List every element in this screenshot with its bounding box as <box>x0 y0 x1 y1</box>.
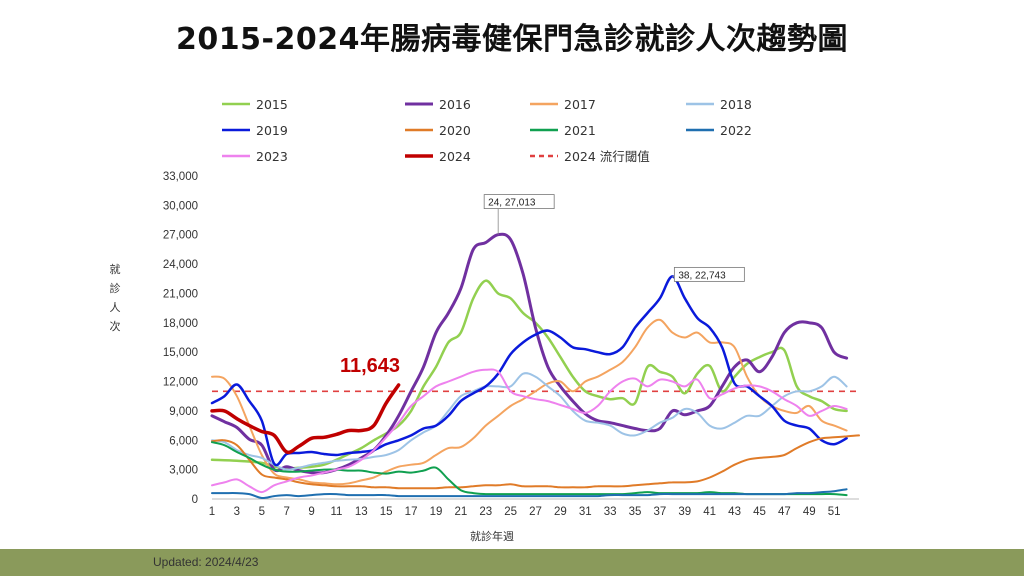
callout-box <box>673 266 745 282</box>
y-tick-label: 33,000 <box>163 171 198 183</box>
x-axis: 1 3 5 7 9 11 13 15 17 19 21 23 25 27 29 31 33 35 37 39 41 43 4… <box>209 498 859 518</box>
y-tick-label: 21,000 <box>163 288 198 300</box>
y-axis-label: 就診人次 <box>110 262 121 333</box>
x-tick-label: 13 <box>355 506 368 518</box>
chart-legend: 2015 2016 2017 2018 2019 2020 2021 2022 2023 2024… <box>222 97 752 164</box>
series-line-2023 <box>211 368 848 494</box>
x-tick-label: 51 <box>828 506 841 518</box>
y-axis-label-char: 就 <box>110 262 121 276</box>
legend-label: 2018 <box>720 97 752 112</box>
y-axis-label-char: 診 <box>110 281 121 295</box>
x-tick-label: 27 <box>529 506 542 518</box>
legend-label: 2022 <box>720 123 752 138</box>
peak-label-2024: 11,643 <box>340 355 400 377</box>
series-line-2020 <box>211 434 860 490</box>
series-line-2018 <box>211 372 848 471</box>
annotations: 24, 27,013 38, 22,743 11,643 <box>340 194 745 377</box>
series-line-2022 <box>211 488 848 500</box>
legend-item-2016: 2016 <box>405 97 471 112</box>
x-tick-label: 7 <box>283 506 289 518</box>
y-tick-label: 30,000 <box>163 200 198 212</box>
series-line-2024 <box>210 383 401 455</box>
legend-item-2015: 2015 <box>222 97 288 112</box>
y-axis: 0 3,000 6,000 9,000 12,000 15,000 18,000 21,000… <box>163 171 198 506</box>
y-axis-label-char: 人 <box>110 301 121 314</box>
x-tick-label: 19 <box>430 506 443 518</box>
x-tick-label: 23 <box>479 506 492 518</box>
y-tick-label: 9,000 <box>169 406 198 418</box>
x-tick-label: 33 <box>604 506 617 518</box>
legend-label: 2020 <box>439 123 471 138</box>
series-line-2017 <box>211 318 848 486</box>
legend-label: 2019 <box>256 123 288 138</box>
y-tick-label: 6,000 <box>169 435 198 447</box>
legend-label: 2023 <box>256 149 288 164</box>
legend-label: 2016 <box>439 97 471 112</box>
x-tick-label: 29 <box>554 506 567 518</box>
x-tick-label: 37 <box>654 506 667 518</box>
y-tick-label: 12,000 <box>163 377 198 389</box>
x-tick-label: 47 <box>778 506 791 518</box>
y-tick-label: 3,000 <box>169 465 198 477</box>
x-tick-label: 15 <box>380 506 393 518</box>
x-tick-label: 31 <box>579 506 592 518</box>
legend-label: 2024 流行閾值 <box>564 149 650 164</box>
x-tick-label: 25 <box>504 506 517 518</box>
series-line-2015 <box>210 279 848 470</box>
x-tick-label: 43 <box>728 506 741 518</box>
legend-label: 2015 <box>256 97 288 112</box>
x-tick-label: 1 <box>209 506 215 518</box>
x-tick-label: 41 <box>703 506 716 518</box>
x-tick-label: 9 <box>308 506 314 518</box>
x-tick-label: 49 <box>803 506 816 518</box>
y-tick-label: 15,000 <box>163 347 198 359</box>
legend-item-2019: 2019 <box>222 123 288 138</box>
legend-item-2024-流行閾值: 2024 流行閾值 <box>530 149 650 164</box>
x-axis-label: 就診年週 <box>470 529 514 543</box>
y-tick-label: 0 <box>192 494 198 506</box>
line-chart: 2015 2016 2017 2018 2019 2020 2021 2022 2023 2024… <box>110 97 860 543</box>
y-tick-label: 18,000 <box>163 318 198 330</box>
legend-label: 2017 <box>564 97 596 112</box>
y-axis-label-char: 次 <box>110 319 121 333</box>
x-tick-label: 21 <box>454 506 467 518</box>
callout-label: 24, 27,013 <box>488 198 536 209</box>
legend-label: 2024 <box>439 149 471 164</box>
plot-area <box>210 232 860 500</box>
updated-date: Updated: 2024/4/23 <box>153 555 259 569</box>
legend-item-2022: 2022 <box>686 123 752 138</box>
legend-label: 2021 <box>564 123 596 138</box>
legend-item-2023: 2023 <box>222 149 288 164</box>
series-line-2016 <box>210 232 849 475</box>
callout-label: 38, 22,743 <box>678 270 726 281</box>
x-tick-label: 39 <box>678 506 691 518</box>
legend-item-2017: 2017 <box>530 97 596 112</box>
x-tick-label: 3 <box>234 506 240 518</box>
x-tick-label: 11 <box>330 506 342 518</box>
legend-item-2018: 2018 <box>686 97 752 112</box>
legend-item-2024: 2024 <box>405 149 471 164</box>
y-tick-label: 24,000 <box>163 259 198 271</box>
y-tick-label: 27,000 <box>163 230 198 242</box>
x-tick-label: 45 <box>753 506 766 518</box>
chart-title: 2015-2024年腸病毒健保門急診就診人次趨勢圖 <box>176 22 848 57</box>
legend-item-2021: 2021 <box>530 123 596 138</box>
x-tick-label: 35 <box>629 506 642 518</box>
callout-box <box>483 194 555 210</box>
x-tick-label: 5 <box>259 506 265 518</box>
legend-item-2020: 2020 <box>405 123 471 138</box>
footer-bar: Updated: 2024/4/23 <box>0 549 1024 576</box>
x-tick-label: 17 <box>405 506 418 518</box>
